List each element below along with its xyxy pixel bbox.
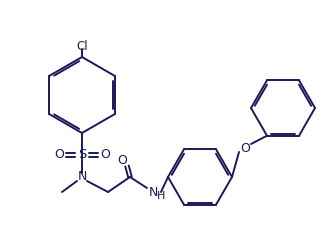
- Text: O: O: [100, 148, 110, 162]
- Text: S: S: [78, 148, 86, 162]
- Text: Cl: Cl: [76, 41, 88, 54]
- Text: O: O: [117, 153, 127, 166]
- Text: H: H: [157, 191, 165, 201]
- Text: O: O: [240, 142, 250, 155]
- Text: N: N: [148, 185, 158, 199]
- Text: O: O: [54, 148, 64, 162]
- Text: N: N: [77, 170, 87, 184]
